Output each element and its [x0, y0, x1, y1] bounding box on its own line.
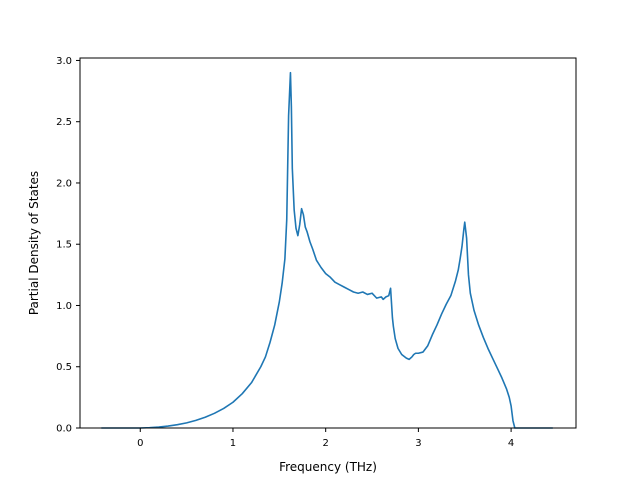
y-axis-ticks: 0.0 0.5 1.0 1.5 2.0 2.5 3.0	[56, 56, 80, 435]
y-tick-label: 2.0	[56, 178, 72, 189]
y-axis-label: Partial Density of States	[27, 171, 41, 315]
y-tick-label: 2.5	[56, 117, 72, 128]
x-tick-label: 4	[508, 438, 514, 449]
x-axis-label: Frequency (THz)	[279, 460, 377, 474]
x-tick-label: 0	[137, 438, 143, 449]
series-layer	[101, 71, 553, 429]
pdos-series-line	[101, 71, 553, 429]
x-tick-label: 2	[322, 438, 328, 449]
x-tick-label: 3	[415, 438, 421, 449]
y-tick-label: 0.0	[56, 424, 72, 435]
axes-frame	[79, 57, 577, 429]
x-axis-ticks: 0 1 2 3 4	[137, 428, 514, 449]
x-tick-label: 1	[230, 438, 236, 449]
y-tick-label: 0.5	[56, 362, 72, 373]
y-tick-label: 1.0	[56, 301, 72, 312]
y-tick-label: 3.0	[56, 56, 72, 67]
y-tick-label: 1.5	[56, 240, 72, 251]
